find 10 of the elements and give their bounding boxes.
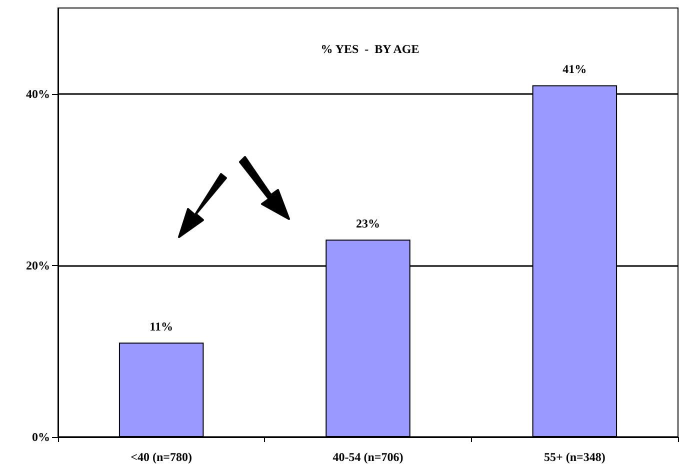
x-tick-label: 40-54 (n=706): [332, 450, 404, 464]
text: % YES - BY AGE: [320, 42, 420, 56]
y-tick-label: 20%: [26, 258, 50, 272]
y-tick-label: 40%: [26, 86, 50, 101]
y-tick-label: 0%: [32, 430, 50, 444]
data-label: 23%: [356, 216, 380, 231]
data-label: 11%: [150, 320, 174, 334]
data-label: 41%: [562, 62, 587, 76]
x-tick-label: 55+ (n=348): [544, 450, 606, 464]
x-tick-label: <40 (n=780): [130, 450, 192, 464]
